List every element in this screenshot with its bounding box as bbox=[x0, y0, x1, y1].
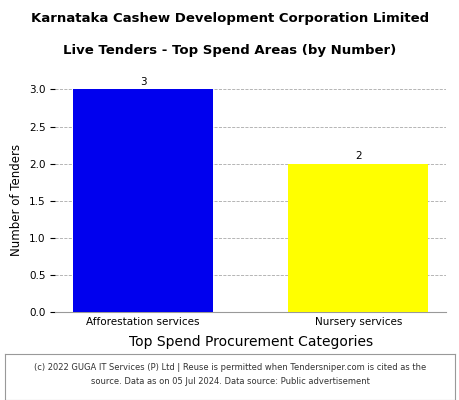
X-axis label: Top Spend Procurement Categories: Top Spend Procurement Categories bbox=[129, 335, 372, 349]
Text: Karnataka Cashew Development Corporation Limited: Karnataka Cashew Development Corporation… bbox=[31, 12, 428, 25]
Text: source. Data as on 05 Jul 2024. Data source: Public advertisement: source. Data as on 05 Jul 2024. Data sou… bbox=[90, 377, 369, 386]
Text: (c) 2022 GUGA IT Services (P) Ltd | Reuse is permitted when Tendersniper.com is : (c) 2022 GUGA IT Services (P) Ltd | Reus… bbox=[34, 363, 425, 372]
Text: Live Tenders - Top Spend Areas (by Number): Live Tenders - Top Spend Areas (by Numbe… bbox=[63, 44, 396, 57]
Text: 3: 3 bbox=[140, 76, 146, 86]
Bar bbox=[73, 90, 213, 312]
Text: 2: 2 bbox=[354, 151, 361, 161]
Bar bbox=[288, 164, 427, 312]
Y-axis label: Number of Tenders: Number of Tenders bbox=[10, 144, 23, 256]
